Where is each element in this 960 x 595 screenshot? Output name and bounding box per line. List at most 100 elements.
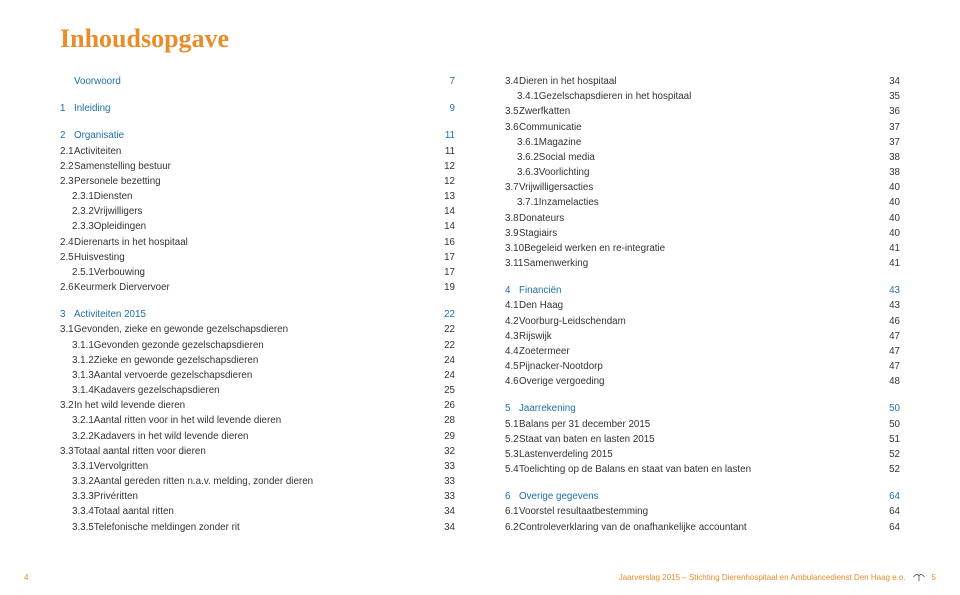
toc-item-page: 50 — [882, 401, 900, 416]
toc-left-column: Voorwoord7 1Inleiding9 2Organisatie112.1Ac… — [60, 74, 455, 535]
toc-item[interactable]: 2.6Keurmerk Diervervoer19 — [60, 280, 455, 295]
toc-item-page: 28 — [437, 413, 455, 428]
toc-item-number: 3.2.1 — [60, 413, 94, 428]
toc-item[interactable]: 3.11Samenwerking41 — [505, 256, 900, 271]
toc-item-page: 16 — [437, 235, 455, 250]
toc-item-label: Telefonische meldingen zonder rit — [94, 520, 437, 535]
toc-item[interactable]: 2.5Huisvesting17 — [60, 250, 455, 265]
toc-item-label: Activiteiten — [74, 144, 437, 159]
toc-item-number: 1 — [60, 101, 74, 116]
toc-item[interactable]: 3.1.1Gevonden gezonde gezelschapsdieren2… — [60, 338, 455, 353]
toc-item[interactable]: 5.4Toelichting op de Balans en staat van… — [505, 462, 900, 477]
toc-item-page: 36 — [882, 104, 900, 119]
toc-item[interactable]: 3.2In het wild levende dieren26 — [60, 398, 455, 413]
toc-item[interactable]: 2Organisatie11 — [60, 128, 455, 143]
toc-item-number: 2.6 — [60, 280, 74, 295]
toc-item[interactable]: 3.7.1Inzamelacties40 — [505, 195, 900, 210]
toc-item-number: 6.1 — [505, 504, 519, 519]
toc-item[interactable]: 2.5.1Verbouwing17 — [60, 265, 455, 280]
toc-item-number: 2 — [60, 128, 74, 143]
toc-item[interactable]: 3.1.2Zieke en gewonde gezelschapsdieren2… — [60, 353, 455, 368]
toc-item[interactable]: 3.1.4Kadavers gezelschapsdieren25 — [60, 383, 455, 398]
toc-item[interactable]: 3.3.3Privéritten33 — [60, 489, 455, 504]
toc-item[interactable]: 2.3.1Diensten13 — [60, 189, 455, 204]
toc-item-number: 5 — [505, 401, 519, 416]
toc-item[interactable]: 3.3.4Totaal aantal ritten34 — [60, 504, 455, 519]
toc-item-label: Aantal vervoerde gezelschapsdieren — [94, 368, 437, 383]
toc-item-page: 11 — [437, 128, 455, 143]
toc-item[interactable]: 4.2Voorburg-Leidschendam46 — [505, 314, 900, 329]
toc-item-label: Zoetermeer — [519, 344, 882, 359]
toc-item[interactable]: 3.2.1Aantal ritten voor in het wild leve… — [60, 413, 455, 428]
toc-item-number: 4 — [505, 283, 519, 298]
toc-item-page: 40 — [882, 226, 900, 241]
toc-item[interactable]: 2.3.3Opleidingen14 — [60, 219, 455, 234]
toc-item-number: 5.2 — [505, 432, 519, 447]
toc-item[interactable]: 3.9Stagiairs40 — [505, 226, 900, 241]
toc-item[interactable]: 5Jaarrekening50 — [505, 401, 900, 416]
toc-item-label: Controleverklaring van de onafhankelijke… — [519, 520, 882, 535]
toc-item[interactable]: 4.4Zoetermeer47 — [505, 344, 900, 359]
toc-item[interactable]: 2.4Dierenarts in het hospitaal16 — [60, 235, 455, 250]
toc-item[interactable]: 3.6.1Magazine37 — [505, 135, 900, 150]
toc-item[interactable]: 2.1Activiteiten11 — [60, 144, 455, 159]
toc-item[interactable]: 2.2Samenstelling bestuur12 — [60, 159, 455, 174]
toc-item[interactable]: 3Activiteiten 201522 — [60, 307, 455, 322]
toc-item-label: Vrijwilligersacties — [519, 180, 882, 195]
toc-item[interactable]: 6.2Controleverklaring van de onafhankeli… — [505, 520, 900, 535]
toc-item[interactable]: 6Overige gegevens64 — [505, 489, 900, 504]
toc-item-label: Pijnacker-Nootdorp — [519, 359, 882, 374]
toc-item[interactable]: 1Inleiding9 — [60, 101, 455, 116]
toc-item[interactable]: 3.3.2Aantal gereden ritten n.a.v. meldin… — [60, 474, 455, 489]
toc-spacer — [505, 271, 900, 283]
toc-item[interactable]: 4.1Den Haag43 — [505, 298, 900, 313]
toc-item-number: 4.3 — [505, 329, 519, 344]
toc-item-page: 34 — [437, 504, 455, 519]
toc-spacer — [60, 295, 455, 307]
toc-item[interactable]: 3.4Dieren in het hospitaal34 — [505, 74, 900, 89]
toc-item[interactable]: 3.3.5Telefonische meldingen zonder rit34 — [60, 520, 455, 535]
toc-item-page: 11 — [437, 144, 455, 159]
toc-item-page: 33 — [437, 474, 455, 489]
toc-item[interactable]: 4.6Overige vergoeding48 — [505, 374, 900, 389]
toc-item[interactable]: 3.10Begeleid werken en re-integratie41 — [505, 241, 900, 256]
toc-item[interactable]: 3.1.3Aantal vervoerde gezelschapsdieren2… — [60, 368, 455, 383]
toc-item[interactable]: Voorwoord7 — [60, 74, 455, 89]
toc-item[interactable]: 3.4.1Gezelschapsdieren in het hospitaal3… — [505, 89, 900, 104]
toc-item-label: Vrijwilligers — [94, 204, 437, 219]
toc-item[interactable]: 3.6.3Voorlichting38 — [505, 165, 900, 180]
toc-columns: Voorwoord7 1Inleiding9 2Organisatie112.1Ac… — [60, 74, 900, 535]
toc-item[interactable]: 3.6.2Social media38 — [505, 150, 900, 165]
toc-item-page: 29 — [437, 429, 455, 444]
toc-item-number: 3.3.4 — [60, 504, 94, 519]
toc-item-page: 47 — [882, 329, 900, 344]
toc-item[interactable]: 3.8Donateurs40 — [505, 211, 900, 226]
toc-item-page: 50 — [882, 417, 900, 432]
toc-item-label: Zwerfkatten — [519, 104, 882, 119]
toc-item[interactable]: 3.6Communicatie37 — [505, 120, 900, 135]
toc-item[interactable]: 3.1Gevonden, zieke en gewonde gezelschap… — [60, 322, 455, 337]
toc-item-number: 2.5.1 — [60, 265, 94, 280]
toc-item[interactable]: 3.5Zwerfkatten36 — [505, 104, 900, 119]
toc-item[interactable]: 6.1Voorstel resultaatbestemming64 — [505, 504, 900, 519]
toc-item[interactable]: 4Financiën43 — [505, 283, 900, 298]
toc-item-number: 3.4.1 — [505, 89, 539, 104]
toc-item-label: Jaarrekening — [519, 401, 882, 416]
toc-item[interactable]: 4.5Pijnacker-Nootdorp47 — [505, 359, 900, 374]
toc-item[interactable]: 3.2.2Kadavers in het wild levende dieren… — [60, 429, 455, 444]
toc-item[interactable]: 3.3.1Vervolgritten33 — [60, 459, 455, 474]
toc-item[interactable]: 3.3Totaal aantal ritten voor dieren32 — [60, 444, 455, 459]
toc-item[interactable]: 2.3Personele bezetting12 — [60, 174, 455, 189]
toc-item[interactable]: 4.3Rijswijk47 — [505, 329, 900, 344]
toc-item-label: Totaal aantal ritten voor dieren — [74, 444, 437, 459]
toc-item[interactable]: 2.3.2Vrijwilligers14 — [60, 204, 455, 219]
toc-item-page: 35 — [882, 89, 900, 104]
toc-item[interactable]: 5.3Lastenverdeling 201552 — [505, 447, 900, 462]
toc-spacer — [505, 477, 900, 489]
toc-item[interactable]: 5.1Balans per 31 december 201550 — [505, 417, 900, 432]
toc-item-page: 47 — [882, 344, 900, 359]
toc-item[interactable]: 3.7Vrijwilligersacties40 — [505, 180, 900, 195]
toc-item-number: 3.8 — [505, 211, 519, 226]
toc-item[interactable]: 5.2Staat van baten en lasten 201551 — [505, 432, 900, 447]
toc-item-number: 3.11 — [505, 256, 523, 271]
